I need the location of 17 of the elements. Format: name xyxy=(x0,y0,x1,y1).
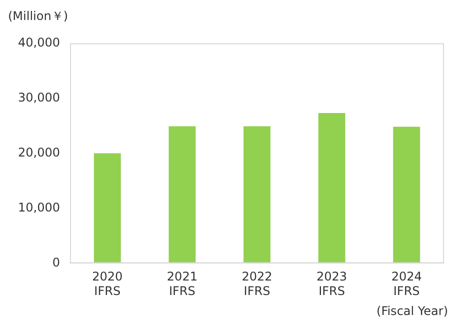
y-tick-label: 20,000 xyxy=(18,145,60,160)
bar xyxy=(318,113,346,264)
y-tick-label: 40,000 xyxy=(18,35,60,50)
x-tick-label: 2020 IFRS xyxy=(92,270,123,298)
bar xyxy=(244,126,270,264)
bar xyxy=(168,126,196,264)
x-tick-label: 2024 IFRS xyxy=(391,270,422,298)
y-axis-title: (Million￥) xyxy=(8,8,68,25)
bar xyxy=(94,153,121,264)
x-tick-label: 2022 IFRS xyxy=(242,270,272,298)
x-tick-label: 2021 IFRS xyxy=(166,270,198,298)
y-tick-label: 0 xyxy=(52,255,60,270)
x-tick-label: 2023 IFRS xyxy=(316,270,348,298)
y-tick-label: 10,000 xyxy=(18,200,60,214)
bar xyxy=(393,126,420,264)
x-axis-title: (Fiscal Year) xyxy=(376,304,448,318)
y-tick-label: 30,000 xyxy=(18,90,60,104)
